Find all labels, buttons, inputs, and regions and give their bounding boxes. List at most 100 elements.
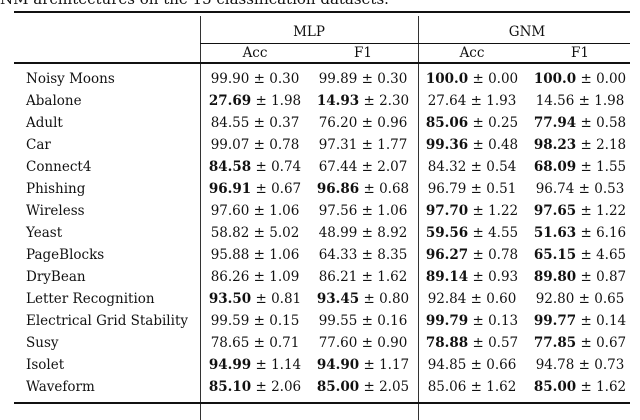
plus-minus: ± <box>468 335 489 351</box>
plus-minus: ± <box>574 93 595 109</box>
table-cell: 64.33 ± 8.35 <box>319 247 408 263</box>
table-cell: 97.65 ± 1.22 <box>534 203 626 219</box>
cell-std: 1.98 <box>594 93 625 109</box>
cell-std: 0.67 <box>596 335 627 351</box>
cell-std: 1.62 <box>596 379 627 395</box>
cell-mean: 99.77 <box>533 313 577 329</box>
cell-std: 1.77 <box>377 137 408 153</box>
plus-minus: ± <box>468 203 489 219</box>
cell-std: 1.06 <box>269 247 300 263</box>
table-cell: 89.80 ± 0.87 <box>534 269 626 285</box>
cell-mean: 97.70 <box>425 203 469 219</box>
cell-mean: 78.88 <box>425 335 469 351</box>
plus-minus: ± <box>468 313 489 329</box>
cell-mean: 99.36 <box>425 137 469 153</box>
table-cell: 94.90 ± 1.17 <box>317 357 409 373</box>
plus-minus: ± <box>574 357 595 373</box>
table-cell: 92.84 ± 0.60 <box>428 291 517 307</box>
cell-std: 0.54 <box>486 159 517 175</box>
plus-minus: ± <box>249 71 270 87</box>
cell-mean: 99.79 <box>425 313 469 329</box>
cell-std: 5.02 <box>269 225 300 241</box>
table-cell: 86.21 ± 1.62 <box>319 269 408 285</box>
header-rule <box>14 62 630 64</box>
table-cell: 96.74 ± 0.53 <box>536 181 625 197</box>
table-cell: 68.09 ± 1.55 <box>534 159 626 175</box>
plus-minus: ± <box>466 159 487 175</box>
table-cell: 96.79 ± 0.51 <box>428 181 517 197</box>
table-cell: 86.26 ± 1.09 <box>211 269 300 285</box>
cell-mean: 92.84 <box>427 291 467 307</box>
table-cell: 94.78 ± 0.73 <box>536 357 625 373</box>
cell-std: 1.06 <box>377 203 408 219</box>
cell-std: 0.80 <box>379 291 410 307</box>
cell-mean: 99.89 <box>318 71 358 87</box>
subheader: Acc <box>459 45 485 61</box>
table-cell: 77.94 ± 0.58 <box>534 115 626 131</box>
cell-mean: 100.0 <box>425 71 469 87</box>
cell-std: 1.09 <box>269 269 300 285</box>
cell-std: 2.06 <box>271 379 302 395</box>
row-label: Isolet <box>26 357 65 373</box>
cell-std: 0.93 <box>488 269 519 285</box>
cell-mean: 100.0 <box>533 71 577 87</box>
table-cell: 99.89 ± 0.30 <box>319 71 408 87</box>
plus-minus: ± <box>359 357 380 373</box>
cell-std: 0.48 <box>488 137 519 153</box>
cell-mean: 94.99 <box>208 357 252 373</box>
table-cell: 84.32 ± 0.54 <box>428 159 517 175</box>
plus-minus: ± <box>357 225 378 241</box>
cell-std: 0.71 <box>269 335 300 351</box>
table-cell: 96.86 ± 0.68 <box>317 181 409 197</box>
cell-mean: 51.63 <box>533 225 577 241</box>
cell-mean: 65.15 <box>533 247 577 263</box>
cell-std: 2.07 <box>377 159 408 175</box>
plus-minus: ± <box>468 137 489 153</box>
cell-mean: 78.65 <box>210 335 250 351</box>
cell-std: 0.78 <box>488 247 519 263</box>
cell-std: 0.73 <box>594 357 625 373</box>
table-cell: 85.10 ± 2.06 <box>209 379 301 395</box>
plus-minus: ± <box>251 93 272 109</box>
table-cell: 85.06 ± 1.62 <box>428 379 517 395</box>
cell-std: 0.66 <box>486 357 517 373</box>
group-rule <box>200 43 630 44</box>
cell-std: 0.74 <box>271 159 302 175</box>
plus-minus: ± <box>249 137 270 153</box>
table-cell: 97.70 ± 1.22 <box>426 203 518 219</box>
cell-mean: 94.78 <box>535 357 575 373</box>
cell-mean: 67.44 <box>318 159 358 175</box>
cell-mean: 58.82 <box>210 225 250 241</box>
row-label: Yeast <box>26 225 63 241</box>
cell-mean: 97.65 <box>533 203 577 219</box>
table-cell: 99.90 ± 0.30 <box>211 71 300 87</box>
table-cell: 84.58 ± 0.74 <box>209 159 301 175</box>
cell-std: 0.67 <box>271 181 302 197</box>
cell-std: 1.55 <box>596 159 627 175</box>
table-cell: 93.50 ± 0.81 <box>209 291 301 307</box>
plus-minus: ± <box>468 115 489 131</box>
plus-minus: ± <box>357 71 378 87</box>
cell-mean: 59.56 <box>425 225 469 241</box>
plus-minus: ± <box>576 225 597 241</box>
row-label: PageBlocks <box>26 247 105 263</box>
table-cell: 76.20 ± 0.96 <box>319 115 408 131</box>
row-label: Wireless <box>26 203 85 219</box>
cell-mean: 84.55 <box>210 115 250 131</box>
subheader: F1 <box>571 45 589 61</box>
table-cell: 85.00 ± 2.05 <box>317 379 409 395</box>
cell-mean: 99.59 <box>210 313 250 329</box>
cell-mean: 14.56 <box>535 93 575 109</box>
table-cell: 14.56 ± 1.98 <box>536 93 625 109</box>
table-cell: 93.45 ± 0.80 <box>317 291 409 307</box>
row-label: DryBean <box>26 269 86 285</box>
table-cell: 99.77 ± 0.14 <box>534 313 626 329</box>
plus-minus: ± <box>359 379 380 395</box>
plus-minus: ± <box>249 269 270 285</box>
cell-mean: 84.32 <box>427 159 467 175</box>
plus-minus: ± <box>466 181 487 197</box>
cell-std: 2.30 <box>379 93 410 109</box>
table-cell: 77.85 ± 0.67 <box>534 335 626 351</box>
plus-minus: ± <box>359 181 380 197</box>
plus-minus: ± <box>466 93 487 109</box>
